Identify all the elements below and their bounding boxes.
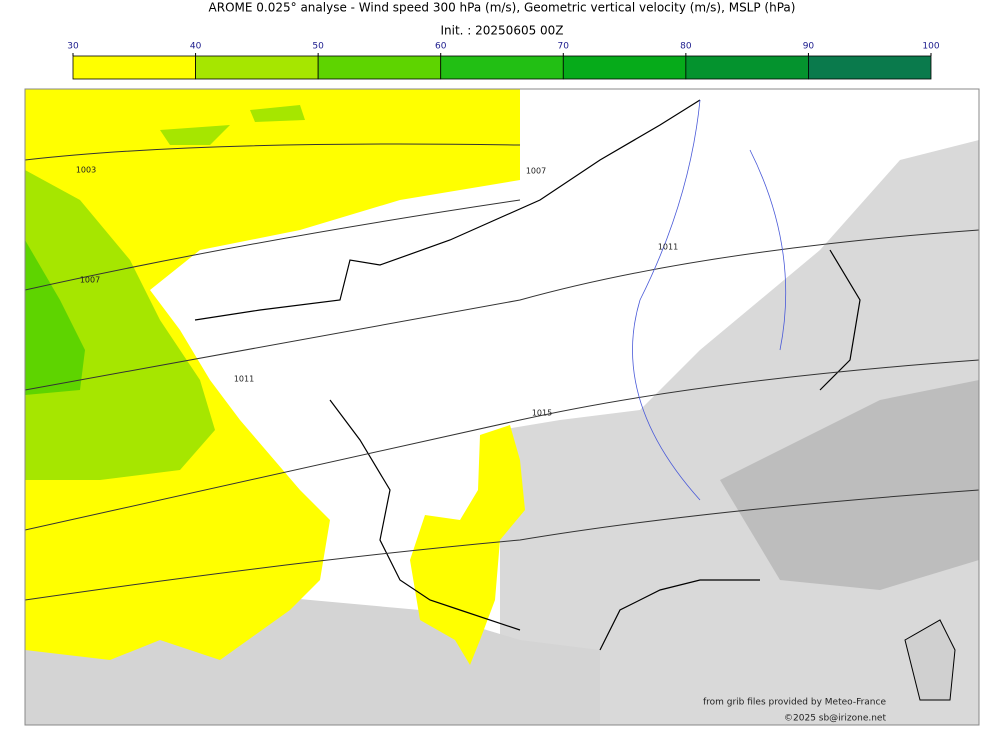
- terrain-shading: [720, 380, 979, 590]
- map: [24, 88, 980, 726]
- isobar-label: 1015: [532, 409, 552, 418]
- coastline-border: [194, 99, 861, 651]
- colorbar-tick-label: 60: [435, 42, 447, 52]
- island: [904, 619, 956, 701]
- river: [632, 99, 787, 501]
- isobar-label: 1007: [526, 167, 546, 176]
- isobar-label: 1011: [234, 375, 254, 384]
- colorbar-segment: [72, 55, 196, 80]
- credit: ©2025 sb@irizone.net: [784, 714, 886, 724]
- map-frame: [24, 88, 980, 726]
- colorbar-tick-label: 70: [558, 42, 570, 52]
- isobar-label: 1011: [658, 243, 678, 252]
- colorbar-tick-label: 30: [67, 42, 79, 52]
- colorbar-tick-label: 40: [190, 42, 202, 52]
- isobar: [25, 143, 979, 601]
- colorbar-segment: [440, 55, 564, 80]
- colorbar-tick-label: 90: [803, 42, 815, 52]
- colorbar-segment: [685, 55, 809, 80]
- wind-area: [25, 240, 85, 395]
- isobar-label: 1007: [80, 276, 100, 285]
- subtitle: Init. : 20250605 00Z: [440, 24, 563, 38]
- isobar-label: 1003: [76, 166, 96, 175]
- title: AROME 0.025° analyse - Wind speed 300 hP…: [209, 1, 796, 15]
- colorbar-segment: [808, 55, 932, 80]
- credit: from grib files provided by Meteo-France: [703, 698, 886, 708]
- isobar-labels: 1003 1007 1007 1011 1011 1015: [76, 166, 678, 418]
- colorbar-tick-label: 100: [922, 42, 939, 52]
- wind-area: [25, 170, 215, 480]
- wind-area: [25, 89, 520, 660]
- colorbar-segment: [562, 55, 687, 80]
- colorbar-tick-label: 80: [680, 42, 692, 52]
- wind-area: [160, 105, 305, 145]
- colorbar: 30 40 50 60 70 80 90 100: [67, 42, 940, 80]
- colorbar-tick-label: 50: [312, 42, 324, 52]
- colorbar-segment: [317, 55, 442, 80]
- colorbar-segment: [195, 55, 319, 80]
